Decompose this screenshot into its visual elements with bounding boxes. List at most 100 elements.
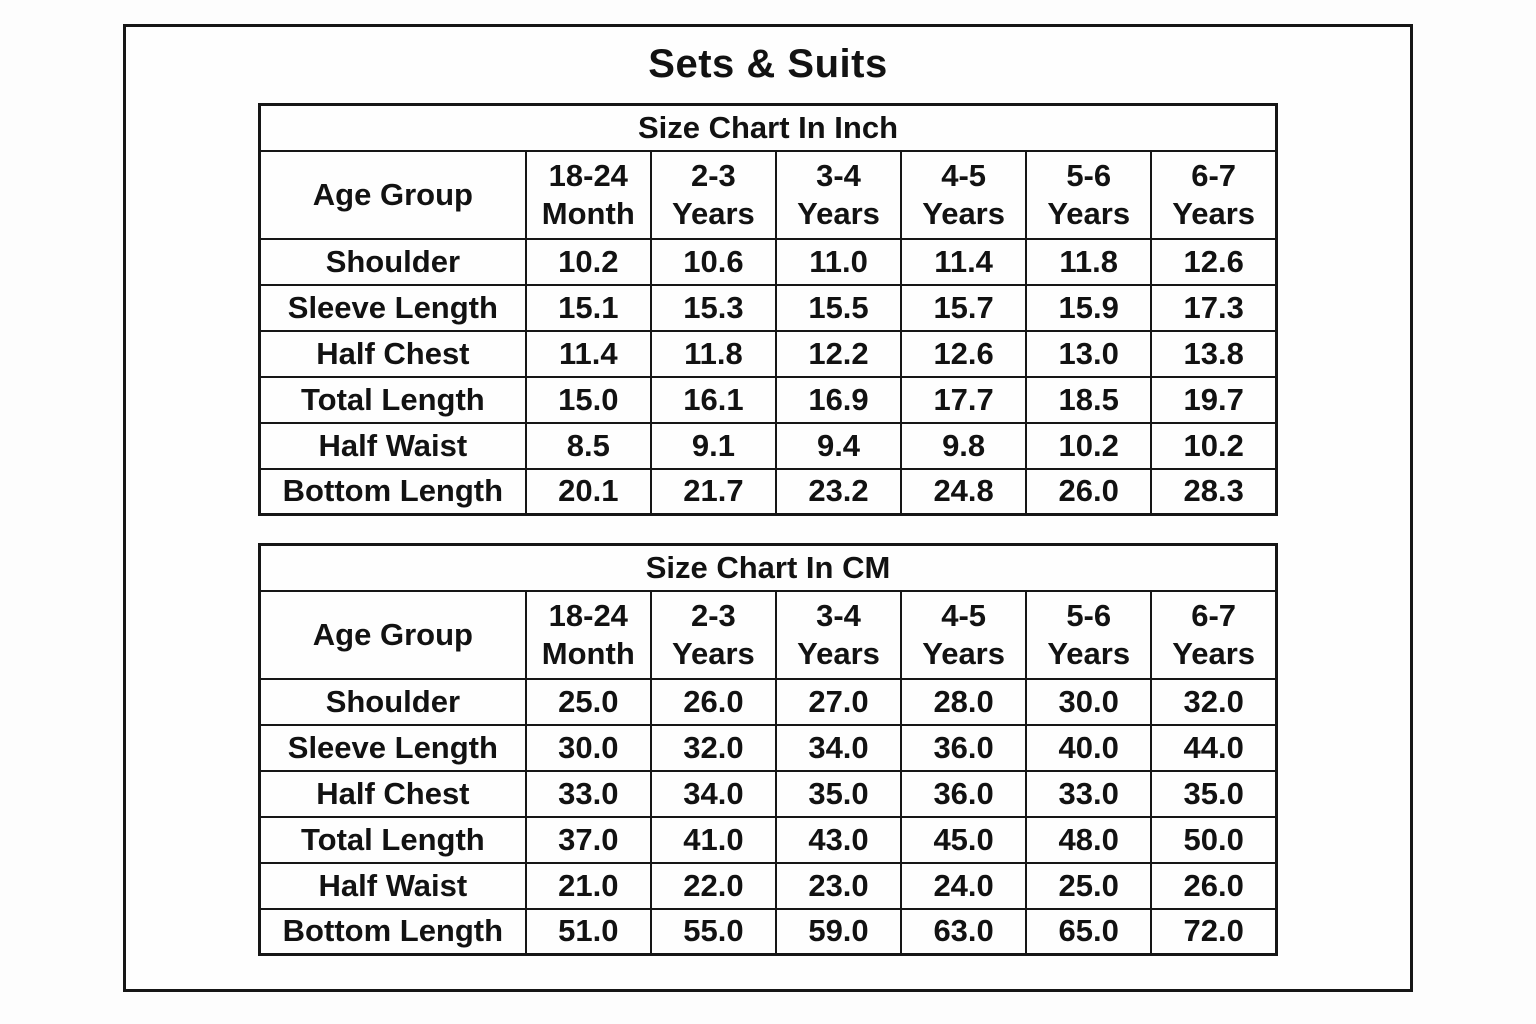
column-header: 5-6 Years <box>1025 149 1153 240</box>
row-label: Sleeve Length <box>258 723 527 772</box>
measurement-value: 35.0 <box>1150 769 1278 818</box>
table-title: Size Chart In CM <box>258 543 1278 592</box>
column-header: 4-5 Years <box>900 149 1028 240</box>
measurement-value: 11.8 <box>649 329 777 378</box>
measurement-value: 30.0 <box>1025 677 1153 726</box>
measurement-value: 43.0 <box>774 815 903 864</box>
measurement-value: 15.7 <box>900 283 1028 332</box>
measurement-value: 27.0 <box>774 677 903 726</box>
measurement-value: 16.9 <box>774 375 903 424</box>
row-label: Half Waist <box>258 421 527 470</box>
measurement-value: 51.0 <box>524 907 652 956</box>
column-header: 18-24 Month <box>524 149 652 240</box>
row-label: Total Length <box>258 815 527 864</box>
measurement-value: 37.0 <box>524 815 652 864</box>
measurement-value: 65.0 <box>1025 907 1153 956</box>
measurement-value: 8.5 <box>524 421 652 470</box>
measurement-value: 9.1 <box>649 421 777 470</box>
row-label: Total Length <box>258 375 527 424</box>
measurement-value: 36.0 <box>900 769 1028 818</box>
size-chart-cm-table: Size Chart In CM Age Group 18-24 Month 2-3 Y… <box>258 543 1278 956</box>
measurement-value: 28.3 <box>1150 467 1278 516</box>
table-title-row: Size Chart In CM <box>258 543 1278 592</box>
measurement-value: 15.1 <box>524 283 652 332</box>
measurement-value: 11.8 <box>1025 237 1153 286</box>
measurement-value: 48.0 <box>1025 815 1153 864</box>
measurement-value: 22.0 <box>649 861 777 910</box>
measurement-value: 34.0 <box>649 769 777 818</box>
measurement-value: 36.0 <box>900 723 1028 772</box>
column-header: 2-3 Years <box>649 589 777 680</box>
column-header-line: Years <box>922 635 1005 671</box>
row-label: Half Chest <box>258 329 527 378</box>
row-label: Half Waist <box>258 861 527 910</box>
measurement-value: 41.0 <box>649 815 777 864</box>
measurement-value: 15.0 <box>524 375 652 424</box>
measurement-value: 26.0 <box>1150 861 1278 910</box>
measurement-value: 33.0 <box>1025 769 1153 818</box>
corner-header-age-group: Age Group <box>258 589 527 680</box>
measurement-value: 15.9 <box>1025 283 1153 332</box>
column-header-line: 3-4 <box>816 597 861 633</box>
column-header-line: 18-24 <box>548 157 628 193</box>
page-title: Sets & Suits <box>648 42 888 86</box>
measurement-value: 25.0 <box>1025 861 1153 910</box>
measurement-value: 10.2 <box>1150 421 1278 470</box>
measurement-value: 45.0 <box>900 815 1028 864</box>
corner-header-age-group: Age Group <box>258 149 527 240</box>
measurement-value: 44.0 <box>1150 723 1278 772</box>
measurement-value: 23.2 <box>774 467 903 516</box>
column-header-line: Month <box>541 195 635 231</box>
column-header-line: Years <box>672 635 755 671</box>
column-header-line: 4-5 <box>941 157 987 193</box>
table-title: Size Chart In Inch <box>258 103 1278 152</box>
table-row: Half Waist 8.5 9.1 9.4 9.8 10.2 10.2 <box>258 421 1278 470</box>
column-header-line: 2-3 <box>690 597 736 633</box>
measurement-value: 50.0 <box>1150 815 1278 864</box>
measurement-value: 23.0 <box>774 861 903 910</box>
table-row: Half Waist 21.0 22.0 23.0 24.0 25.0 26.0 <box>258 861 1278 910</box>
column-header-line: Years <box>1172 635 1256 671</box>
header-row: Age Group 18-24 Month 2-3 Years 3-4 Years 4-5 Ye… <box>258 589 1278 680</box>
measurement-value: 12.2 <box>774 329 903 378</box>
table-title-row: Size Chart In Inch <box>258 103 1278 152</box>
table-row: Sleeve Length 15.1 15.3 15.5 15.7 15.9 17.3 <box>258 283 1278 332</box>
column-header-line: Years <box>797 195 880 231</box>
measurement-value: 33.0 <box>524 769 652 818</box>
size-chart-inch-table: Size Chart In Inch Age Group 18-24 Month 2-… <box>258 103 1278 516</box>
measurement-value: 28.0 <box>900 677 1028 726</box>
column-header-line: 3-4 <box>816 157 861 193</box>
measurement-value: 72.0 <box>1150 907 1278 956</box>
column-header-line: Month <box>541 635 635 671</box>
measurement-value: 24.8 <box>900 467 1028 516</box>
measurement-value: 10.2 <box>524 237 652 286</box>
measurement-value: 16.1 <box>649 375 777 424</box>
table-row: Bottom Length 51.0 55.0 59.0 63.0 65.0 72.0 <box>258 907 1278 956</box>
measurement-value: 12.6 <box>1150 237 1278 286</box>
table-row: Shoulder 10.2 10.6 11.0 11.4 11.8 12.6 <box>258 237 1278 286</box>
measurement-value: 32.0 <box>649 723 777 772</box>
row-label: Half Chest <box>258 769 527 818</box>
measurement-value: 40.0 <box>1025 723 1153 772</box>
measurement-value: 26.0 <box>649 677 777 726</box>
table-row: Bottom Length 20.1 21.7 23.2 24.8 26.0 28.3 <box>258 467 1278 516</box>
measurement-value: 20.1 <box>524 467 652 516</box>
table-row: Half Chest 11.4 11.8 12.2 12.6 13.0 13.8 <box>258 329 1278 378</box>
column-header-line: Years <box>672 195 755 231</box>
column-header: 5-6 Years <box>1025 589 1153 680</box>
header-row: Age Group 18-24 Month 2-3 Years 3-4 Years 4-5 Ye… <box>258 149 1278 240</box>
measurement-value: 35.0 <box>774 769 903 818</box>
row-label: Shoulder <box>258 237 527 286</box>
measurement-value: 17.7 <box>900 375 1028 424</box>
row-label: Bottom Length <box>258 467 527 516</box>
column-header: 2-3 Years <box>649 149 777 240</box>
measurement-value: 13.8 <box>1150 329 1278 378</box>
table-body: Age Group 18-24 Month 2-3 Years 3-4 Years 4-5 Ye… <box>258 149 1278 516</box>
measurement-value: 24.0 <box>900 861 1028 910</box>
column-header: 4-5 Years <box>900 589 1028 680</box>
column-header-line: Years <box>922 195 1005 231</box>
measurement-value: 11.4 <box>900 237 1028 286</box>
measurement-value: 21.0 <box>524 861 652 910</box>
column-header-line: 18-24 <box>548 597 628 633</box>
